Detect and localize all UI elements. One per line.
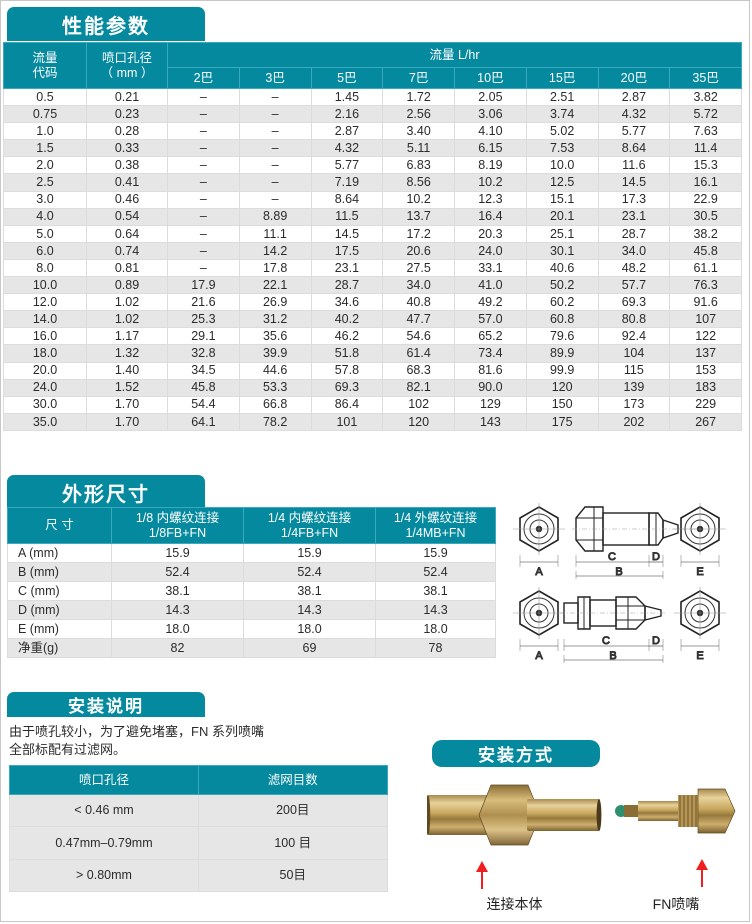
svg-text:A: A bbox=[535, 650, 543, 662]
svg-text:E: E bbox=[696, 650, 703, 662]
svg-text:B: B bbox=[615, 566, 622, 578]
svg-text:B: B bbox=[609, 650, 616, 662]
svg-text:D: D bbox=[652, 551, 660, 563]
svg-text:C: C bbox=[608, 551, 616, 563]
svg-text:A: A bbox=[535, 566, 543, 578]
svg-text:D: D bbox=[652, 635, 660, 647]
svg-text:C: C bbox=[602, 635, 610, 647]
svg-text:E: E bbox=[696, 566, 703, 578]
